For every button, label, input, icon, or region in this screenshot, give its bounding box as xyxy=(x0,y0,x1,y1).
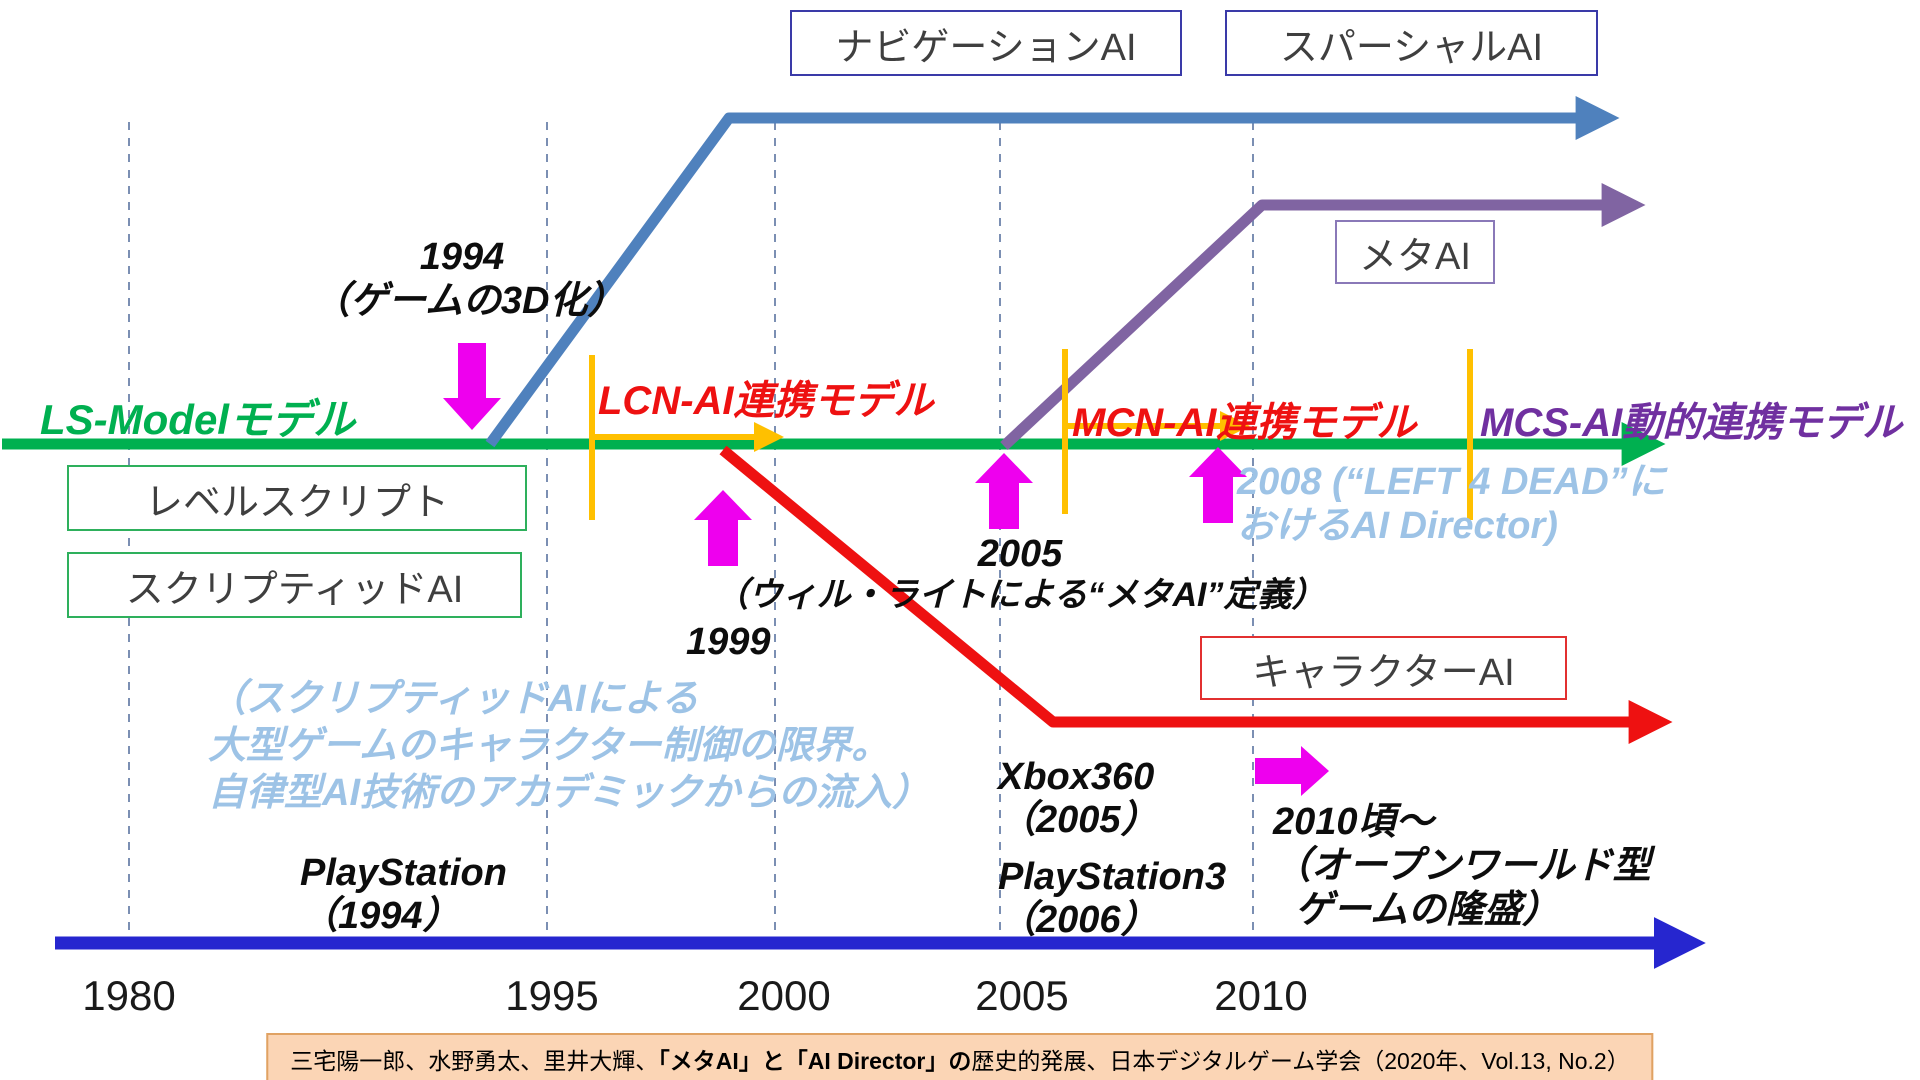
scripted-ai-box: スクリプティッドAI xyxy=(67,552,522,618)
mcs-model-label: MCS-AI動的連携モデル xyxy=(1480,401,1903,445)
event-2008-note: 2008 (“LEFT 4 DEAD”に おけるAI Director) xyxy=(1237,460,1666,548)
playstation3-note: PlayStation3 （2006） xyxy=(998,856,1226,941)
year-label-2000: 2000 xyxy=(737,972,831,1019)
playstation-year: （1994） xyxy=(300,894,461,937)
year-label-2005: 2005 xyxy=(975,972,1069,1019)
character-ai-box: キャラクターAI xyxy=(1200,636,1567,700)
xbox360-year: （2005） xyxy=(998,798,1159,841)
year-label-1980: 1980 xyxy=(82,972,176,1019)
character-ai-branch-line xyxy=(719,445,1673,744)
event-2005-note: 2005 （ウィル・ライトによる“メタAI”定義） xyxy=(670,532,1370,616)
playstation3-year: （2006） xyxy=(998,898,1159,941)
year-label-2010: 2010 xyxy=(1214,972,1308,1019)
year-label-1995: 1995 xyxy=(505,972,599,1019)
citation-publication: 歴史的発展、日本デジタルゲーム学会（2020年、Vol.13, No.2） xyxy=(971,1048,1630,1074)
event-2005-text: （ウィル・ライトによる“メタAI”定義） xyxy=(714,576,1326,615)
navigation-ai-box: ナビゲーションAI xyxy=(790,10,1182,76)
event-1994-note: 1994 （ゲームの3D化） xyxy=(312,235,626,323)
event-1999-up-arrow-icon xyxy=(694,490,752,566)
meta-ai-box: メタAI xyxy=(1335,220,1495,284)
citation-bar: 三宅陽一郎、水野勇太、里井大輝、「メタAI」と「AI Director」の歴史的… xyxy=(266,1033,1654,1080)
event-2008-line1: 2008 (“LEFT 4 DEAD”に xyxy=(1237,461,1666,503)
level-script-box: レベルスクリプト xyxy=(67,465,527,531)
lcn-model-label: LCN-AI連携モデル xyxy=(598,379,934,423)
playstation-name: PlayStation xyxy=(300,852,507,894)
event-1999-note: 1999 xyxy=(686,621,771,663)
event-2010-line2: （オープンワールド型 xyxy=(1273,845,1651,888)
limitation-line2: 大型ゲームのキャラクター制御の限界。 xyxy=(208,725,890,768)
meta-ai-branch-line xyxy=(1000,183,1646,451)
citation-title: 「メタAI」と「AI Director」の xyxy=(658,1048,972,1074)
event-1994-down-arrow-icon xyxy=(443,343,501,430)
citation-authors: 三宅陽一郎、水野勇太、里井大輝、 xyxy=(290,1048,659,1074)
event-2010-line3: ゲームの隆盛） xyxy=(1295,889,1560,932)
playstation-note: PlayStation （1994） xyxy=(300,852,507,937)
event-2008-line2: おけるAI Director) xyxy=(1237,505,1558,548)
scripted-ai-limitation-note: （スクリプティッドAIによる 大型ゲームのキャラクター制御の限界。 自律型AI技… xyxy=(208,676,930,817)
limitation-line3: 自律型AI技術のアカデミックからの流入） xyxy=(208,772,931,815)
navigation-ai-branch-line xyxy=(485,96,1620,448)
event-arrows xyxy=(443,343,1329,796)
event-1994-text: （ゲームの3D化） xyxy=(312,280,626,323)
event-1994-year: 1994 xyxy=(419,236,505,278)
limitation-line1: （スクリプティッドAIによる xyxy=(208,678,699,720)
xbox360-name: Xbox360 xyxy=(998,756,1155,798)
mcn-model-label: MCN-AI連携モデル xyxy=(1072,401,1417,445)
event-2010-right-arrow-icon xyxy=(1255,746,1329,796)
event-2008-up-arrow-icon xyxy=(1189,447,1247,523)
playstation3-name: PlayStation3 xyxy=(998,856,1227,898)
event-2010-note: 2010頃～ （オープンワールド型 ゲームの隆盛） xyxy=(1273,800,1651,932)
event-2010-line1: 2010頃～ xyxy=(1273,801,1434,843)
spatial-ai-box: スパーシャルAI xyxy=(1225,10,1598,76)
xbox360-note: Xbox360 （2005） xyxy=(998,756,1159,841)
model-span-markers xyxy=(589,349,1473,520)
event-2005-year: 2005 xyxy=(977,533,1063,575)
ls-model-label: LS-Modelモデル xyxy=(40,396,355,443)
event-2005-up-arrow-icon xyxy=(975,453,1033,529)
